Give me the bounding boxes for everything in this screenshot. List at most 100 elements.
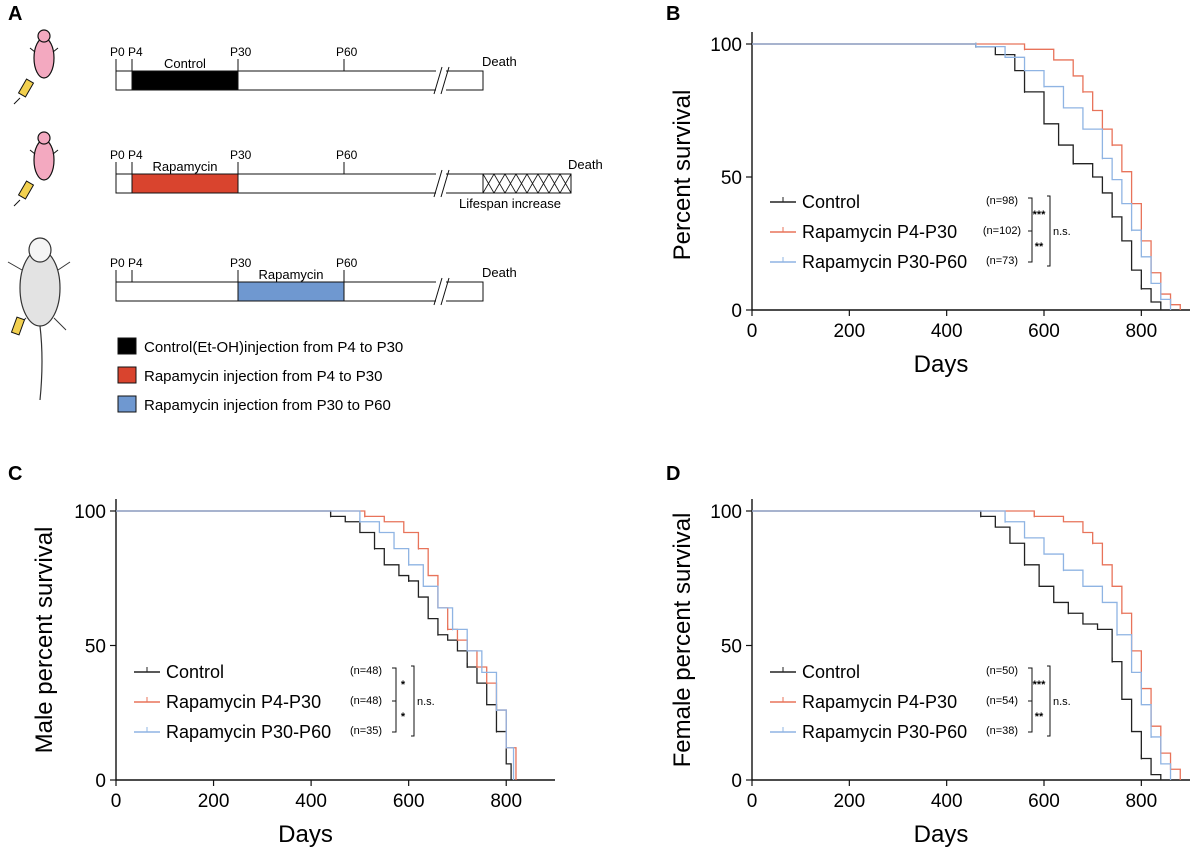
- y-tick-label: 0: [95, 771, 106, 792]
- significance-stars-bottom: **: [1035, 711, 1044, 723]
- legend-label: Rapamycin P4-P30: [166, 692, 321, 712]
- treatment-label: Rapamycin: [152, 159, 217, 174]
- y-tick-label: 50: [721, 168, 742, 189]
- legend-n-count: (n=48): [350, 665, 382, 677]
- axis-break-mask: [436, 68, 446, 93]
- panel-d-female-survival-chart: D 0 200 400 600 800 0 50 100 Days Female percent s…: [666, 463, 1190, 848]
- y-tick-label: 100: [710, 35, 742, 56]
- x-tick-label: 800: [1125, 321, 1157, 342]
- y-tick-label: 100: [74, 502, 106, 523]
- pup-icon: [13, 131, 59, 207]
- significance-stars-top: ***: [1033, 209, 1047, 221]
- treatment-segment: [237, 281, 345, 302]
- x-tick-label: 0: [747, 791, 758, 812]
- y-tick-label: 50: [85, 637, 106, 658]
- y-tick-label: 50: [721, 637, 742, 658]
- x-tick-label: 200: [833, 321, 865, 342]
- x-axis-label: Days: [914, 821, 969, 848]
- significance-stars-top: ***: [1033, 679, 1047, 691]
- axis-break-mask: [436, 171, 446, 196]
- mouse-icon: [7, 237, 71, 401]
- hatch-box: [482, 173, 572, 194]
- panel-b-survival-chart: B 0 200 400 600 800 0 50 100 Days Percent survival…: [666, 3, 1190, 378]
- legend-n-count: (n=54): [986, 695, 1018, 707]
- key-label-rapamycin-late: Rapamycin injection from P30 to P60: [144, 397, 391, 414]
- legend-n-count: (n=73): [986, 255, 1018, 267]
- timeline-tick-label: P30: [230, 256, 252, 270]
- death-label: Death: [482, 265, 517, 280]
- key-swatch-rapamycin-late: [117, 395, 137, 413]
- series-line-control: [752, 43, 1162, 310]
- treatment-label: Control: [164, 56, 206, 71]
- axis-break-line: [440, 169, 450, 198]
- legend-label: Rapamycin P30-P60: [802, 252, 967, 272]
- axis-break-line: [440, 66, 450, 95]
- timeline-tick-label: P0: [110, 256, 125, 270]
- panel-a-letter: A: [8, 3, 22, 25]
- legend-n-count: (n=35): [350, 725, 382, 737]
- lifespan-increase-label: Lifespan increase: [459, 196, 561, 211]
- hatch-line: [559, 173, 572, 194]
- series-line-rapa-early: [752, 43, 1181, 310]
- death-label: Death: [482, 54, 517, 69]
- y-tick-label: 0: [731, 301, 742, 322]
- x-axis-label: Days: [914, 351, 969, 378]
- hatch-line: [515, 173, 528, 194]
- legend-label: Rapamycin P4-P30: [802, 222, 957, 242]
- y-axis-label: Female percent survival: [669, 513, 696, 768]
- significance-stars-bottom: **: [1035, 241, 1044, 253]
- ns-bracket: [1047, 665, 1051, 737]
- x-tick-label: 800: [1125, 791, 1157, 812]
- panel-letter: B: [666, 3, 680, 25]
- timeline-tick-label: P30: [230, 45, 252, 59]
- legend-n-count: (n=102): [983, 225, 1021, 237]
- significance-bracket: [392, 667, 397, 733]
- legend-label: Rapamycin P30-P60: [802, 722, 967, 742]
- schedule-row-rapamycin-late: P0 P4 P30 P60 Rapamycin Death: [110, 256, 517, 306]
- ns-label: n.s.: [1053, 696, 1071, 708]
- x-tick-label: 0: [111, 791, 122, 812]
- legend-label: Control: [166, 662, 224, 682]
- panel-letter: C: [8, 463, 22, 485]
- lifespan-extension-hatch: [482, 173, 572, 194]
- ns-bracket: [1047, 195, 1051, 267]
- treatment-segment: [131, 173, 239, 194]
- series-line-rapa-late: [752, 510, 1172, 780]
- key-label-rapamycin-early: Rapamycin injection from P4 to P30: [144, 368, 382, 385]
- timeline-tick-label: P60: [336, 148, 358, 162]
- schedule-row-rapamycin-early: P0 P4 P30 P60 Rapamycin Death Lifespan increas…: [110, 148, 603, 211]
- legend-label: Control: [802, 192, 860, 212]
- death-label: Death: [568, 157, 603, 172]
- y-tick-label: 100: [710, 502, 742, 523]
- axis-break-line: [440, 277, 450, 306]
- axis-break-line: [433, 277, 443, 306]
- key-label-control: Control(Et-OH)injection from P4 to P30: [144, 339, 403, 356]
- series-line-rapa-late: [116, 510, 515, 780]
- x-tick-label: 0: [747, 321, 758, 342]
- legend-label: Rapamycin P30-P60: [166, 722, 331, 742]
- series-line-rapa-late: [752, 43, 1172, 310]
- hatch-line: [482, 173, 495, 194]
- color-key: Control(Et-OH)injection from P4 to P30 R…: [117, 337, 403, 414]
- timeline-tick-label: P0: [110, 45, 125, 59]
- hatch-line: [526, 173, 539, 194]
- series-line-control: [752, 510, 1162, 780]
- legend-n-count: (n=50): [986, 665, 1018, 677]
- x-axis-label: Days: [278, 821, 333, 848]
- axis-break-mask: [436, 279, 446, 304]
- key-swatch-rapamycin-early: [117, 366, 137, 384]
- key-swatch-control: [117, 337, 137, 355]
- pup-icon: [13, 29, 59, 105]
- significance-stars-bottom: *: [401, 711, 406, 723]
- legend-label: Control: [802, 662, 860, 682]
- series-line-control: [116, 510, 512, 780]
- x-tick-label: 600: [1028, 791, 1060, 812]
- x-tick-label: 400: [931, 321, 963, 342]
- timeline-tick-label: P0: [110, 148, 125, 162]
- timeline-tick-label: P60: [336, 45, 358, 59]
- x-tick-label: 800: [490, 791, 522, 812]
- legend-n-count: (n=38): [986, 725, 1018, 737]
- significance-stars-top: *: [401, 679, 406, 691]
- y-tick-label: 0: [731, 771, 742, 792]
